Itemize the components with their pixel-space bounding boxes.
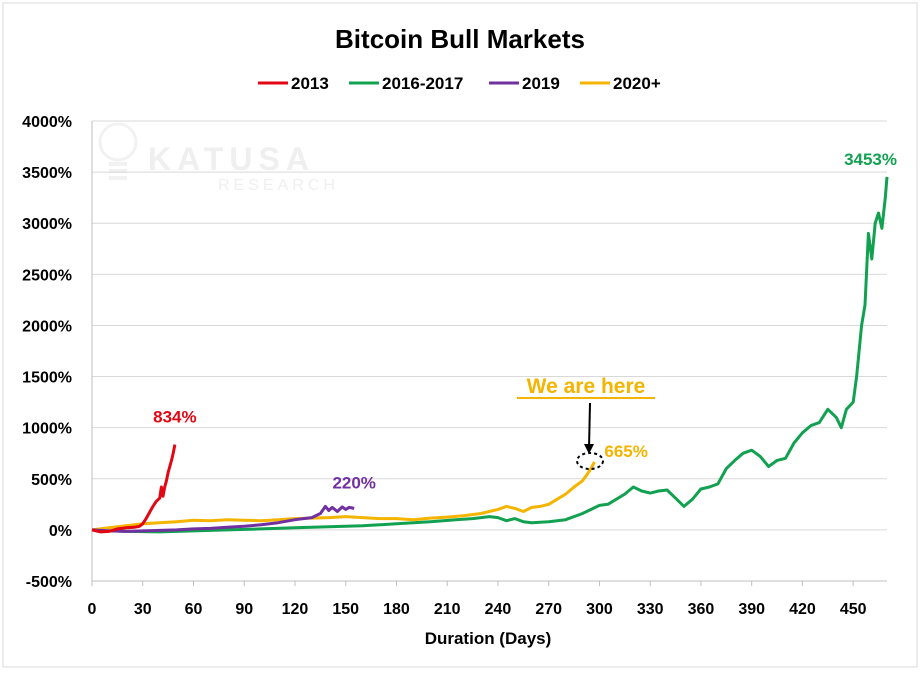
series-line-2020 (91, 461, 596, 532)
y-tick-label: 0% (49, 523, 72, 540)
watermark-name: KATUSA (148, 141, 315, 177)
x-tick-label: 90 (235, 601, 253, 618)
x-tick-label: 360 (688, 601, 715, 618)
end-labels: 834% 3453% 220% 665% (153, 150, 897, 493)
y-tick-label: 1500% (22, 370, 72, 387)
axes (91, 121, 887, 582)
x-tick-label: 150 (332, 601, 359, 618)
end-value-label: 3453% (844, 150, 897, 169)
series-line-2016-2017 (91, 176, 889, 534)
end-value-label: 665% (604, 442, 647, 461)
katusa-research-watermark: KATUSA RESEARCH (98, 122, 339, 194)
legend-label: 2019 (522, 74, 560, 93)
chart-frame (2, 2, 918, 668)
position-marker-circle (576, 452, 604, 470)
x-tick-label: 450 (840, 601, 867, 618)
y-tick-label: 500% (31, 472, 72, 489)
x-tick-label: 240 (485, 601, 512, 618)
bulb-base-3 (109, 176, 127, 180)
y-tick-label: 2000% (22, 318, 72, 335)
end-value-label: 220% (332, 473, 375, 492)
y-tick-label: 3500% (22, 165, 72, 182)
legend-label: 2013 (291, 74, 329, 93)
x-tick-label: 270 (535, 601, 562, 618)
x-axis-label: Duration (Days) (425, 629, 552, 648)
x-tick-label: 120 (282, 601, 309, 618)
x-axis-ticks: 0 30 60 90 120 150 180 210 240 270 300 330 360 390 420… (88, 581, 867, 618)
arrow-head-icon (584, 444, 594, 454)
we-are-here-annotation: We are here (517, 375, 655, 470)
bulb-base-1 (109, 162, 127, 166)
y-tick-label: 3000% (22, 216, 72, 233)
y-tick-label: 1000% (22, 421, 72, 438)
y-axis-ticks: -500% 0% 500% 1000% 1500% 2000% 2500% 3000% 3500… (22, 114, 72, 591)
y-tick-label: 4000% (22, 114, 72, 131)
x-tick-label: 0 (88, 601, 97, 618)
watermark-sub: RESEARCH (218, 177, 339, 194)
bulb-base-2 (109, 169, 127, 173)
legend-label: 2016-2017 (382, 74, 463, 93)
series-line-2019 (91, 504, 355, 533)
y-tick-label: 2500% (22, 267, 72, 284)
annotation-arrow (588, 402, 591, 449)
x-tick-label: 60 (185, 601, 203, 618)
x-tick-label: 180 (383, 601, 410, 618)
we-are-here-label: We are here (527, 375, 646, 398)
x-tick-label: 390 (738, 601, 765, 618)
x-tick-label: 210 (434, 601, 461, 618)
chart-title: Bitcoin Bull Markets (335, 24, 585, 54)
bulb-logo-icon (98, 122, 138, 162)
legend-label: 2020+ (613, 74, 661, 93)
series-line-2013 (91, 444, 177, 534)
end-value-label: 834% (153, 408, 196, 427)
x-tick-label: 30 (134, 601, 152, 618)
x-tick-label: 330 (637, 601, 664, 618)
y-tick-label: -500% (26, 574, 72, 591)
x-tick-label: 300 (586, 601, 613, 618)
legend: 2013 2016-2017 2019 2020+ (258, 74, 661, 93)
x-tick-label: 420 (789, 601, 816, 618)
series-lines (91, 176, 889, 534)
